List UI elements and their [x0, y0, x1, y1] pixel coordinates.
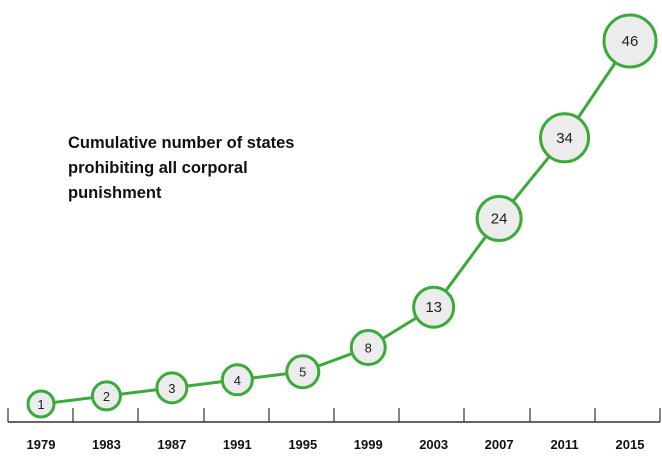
x-tick-label: 2003 [419, 437, 448, 452]
x-tick-label: 1983 [92, 437, 121, 452]
x-tick-label: 1999 [354, 437, 383, 452]
series-line-layer [40, 40, 632, 406]
data-point-marker [602, 13, 658, 69]
chart-title-line-3: punishment [68, 184, 162, 202]
x-tick-label: 2007 [485, 437, 514, 452]
chart-title: Cumulative number of states prohibiting … [68, 131, 388, 206]
data-label: 34 [556, 130, 573, 147]
chart-title-line-2: prohibiting all corporal [68, 159, 248, 177]
data-point-marker [285, 354, 321, 390]
data-point-marker [475, 194, 523, 242]
data-point-marker [26, 389, 56, 419]
data-label: 1 [37, 397, 44, 412]
data-point-marker [349, 329, 387, 367]
x-tick-label: 1995 [288, 437, 317, 452]
x-axis: 1979 1983 1987 1991 1995 1999 2003 2007 2011 2015 [7, 408, 661, 452]
x-tick-label: 2015 [616, 437, 645, 452]
data-label: 5 [299, 365, 306, 380]
data-point-marker [155, 371, 189, 405]
series-line [40, 40, 632, 406]
x-tick-label: 1979 [27, 437, 56, 452]
data-label: 24 [491, 210, 508, 227]
data-point-marker [220, 363, 254, 397]
x-tick-label: 2011 [550, 437, 578, 452]
data-label: 13 [425, 299, 442, 316]
x-tick-label: 1987 [157, 437, 186, 452]
data-label: 8 [365, 341, 372, 356]
data-label: 46 [622, 33, 639, 50]
x-tick-label: 1991 [223, 437, 252, 452]
data-label: 4 [234, 373, 241, 388]
data-point-marker [412, 285, 456, 329]
data-label: 2 [103, 389, 110, 404]
data-point-marker [539, 112, 591, 164]
chart-title-line-1: Cumulative number of states [68, 134, 295, 152]
data-label: 3 [168, 381, 175, 396]
data-point-marker [90, 380, 122, 412]
